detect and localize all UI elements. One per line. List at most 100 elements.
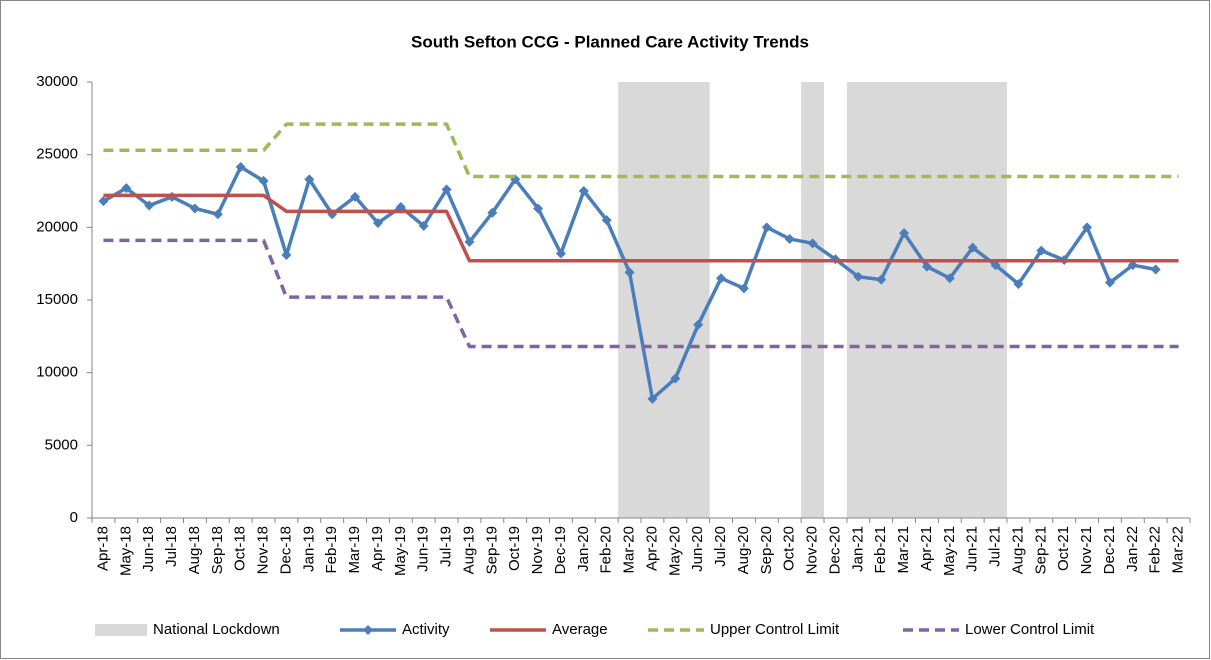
x-tick-label: Dec-20 bbox=[826, 526, 843, 574]
series-marker bbox=[716, 273, 727, 284]
x-tick-label: Sep-18 bbox=[209, 526, 226, 574]
legend-label: Lower Control Limit bbox=[965, 621, 1095, 638]
x-tick-label: Oct-20 bbox=[781, 526, 798, 571]
x-tick-label: Nov-21 bbox=[1078, 526, 1095, 574]
series-marker bbox=[441, 184, 452, 195]
series-marker bbox=[1104, 277, 1115, 288]
series-marker bbox=[1082, 222, 1093, 233]
series-marker bbox=[395, 201, 406, 212]
x-tick-label: Sep-20 bbox=[758, 526, 775, 574]
series-marker bbox=[98, 196, 109, 207]
x-tick-label: Sep-19 bbox=[483, 526, 500, 574]
series-marker bbox=[281, 249, 292, 260]
x-tick-label: Feb-22 bbox=[1147, 526, 1164, 574]
series-marker bbox=[784, 233, 795, 244]
legend-marker bbox=[363, 625, 373, 635]
legend-label: Activity bbox=[402, 621, 450, 638]
x-tick-label: Aug-18 bbox=[186, 526, 203, 574]
x-tick-label: Jan-22 bbox=[1124, 526, 1141, 572]
series-line bbox=[103, 238, 1179, 349]
x-tick-label: Apr-19 bbox=[369, 526, 386, 571]
x-tick-label: Jul-21 bbox=[987, 526, 1004, 567]
x-tick-label: Jul-18 bbox=[163, 526, 180, 567]
lockdown-band bbox=[801, 82, 824, 518]
x-tick-label: Oct-18 bbox=[232, 526, 249, 571]
series-marker bbox=[670, 373, 681, 384]
series-marker bbox=[212, 209, 223, 220]
x-tick-label: Nov-18 bbox=[255, 526, 272, 574]
x-tick-label: Jan-21 bbox=[849, 526, 866, 572]
series-marker bbox=[921, 261, 932, 272]
x-tick-label: Oct-19 bbox=[506, 526, 523, 571]
series-marker bbox=[555, 248, 566, 259]
series-marker bbox=[853, 271, 864, 282]
lockdown-band bbox=[846, 82, 1007, 518]
x-tick-label: Mar-22 bbox=[1170, 526, 1187, 574]
y-tick-label: 30000 bbox=[36, 73, 78, 90]
x-tick-label: Apr-20 bbox=[643, 526, 660, 571]
x-tick-label: Feb-19 bbox=[323, 526, 340, 574]
lockdown-band bbox=[618, 82, 710, 518]
series-marker bbox=[601, 215, 612, 226]
x-tick-label: May-21 bbox=[941, 526, 958, 576]
y-tick-label: 15000 bbox=[36, 291, 78, 308]
x-tick-label: Jun-18 bbox=[140, 526, 157, 572]
x-tick-label: Dec-18 bbox=[277, 526, 294, 574]
x-tick-label: Jun-21 bbox=[964, 526, 981, 572]
series-line bbox=[103, 193, 1179, 263]
series-marker bbox=[533, 203, 544, 214]
x-tick-label: Jun-20 bbox=[689, 526, 706, 572]
series-marker bbox=[944, 273, 955, 284]
series-marker bbox=[990, 260, 1001, 271]
series-line bbox=[103, 122, 1179, 179]
x-tick-label: Feb-20 bbox=[598, 526, 615, 574]
legend-label: National Lockdown bbox=[153, 621, 280, 638]
series-marker bbox=[258, 175, 269, 186]
series-marker bbox=[738, 283, 749, 294]
x-tick-label: Dec-19 bbox=[552, 526, 569, 574]
series-marker bbox=[189, 203, 200, 214]
series-marker bbox=[876, 274, 887, 285]
y-tick-label: 20000 bbox=[36, 218, 78, 235]
series-marker bbox=[235, 162, 246, 173]
x-tick-label: Sep-21 bbox=[1032, 526, 1049, 574]
x-tick-label: Oct-21 bbox=[1055, 526, 1072, 571]
x-tick-label: May-20 bbox=[666, 526, 683, 576]
series-marker bbox=[418, 220, 429, 231]
y-tick-label: 25000 bbox=[36, 146, 78, 163]
series-marker bbox=[464, 236, 475, 247]
legend-label: Average bbox=[552, 621, 608, 638]
series-marker bbox=[304, 174, 315, 185]
x-tick-label: Aug-21 bbox=[1009, 526, 1026, 574]
series-marker bbox=[647, 393, 658, 404]
y-tick-label: 0 bbox=[70, 509, 78, 526]
x-tick-label: Aug-20 bbox=[735, 526, 752, 574]
x-tick-label: May-19 bbox=[392, 526, 409, 576]
series-marker bbox=[1127, 260, 1138, 271]
series-marker bbox=[350, 191, 361, 202]
series-marker bbox=[761, 222, 772, 233]
series-marker bbox=[578, 186, 589, 196]
x-tick-label: Nov-20 bbox=[804, 526, 821, 574]
x-tick-label: Mar-20 bbox=[621, 526, 638, 574]
series-marker bbox=[144, 200, 155, 211]
x-tick-label: Apr-18 bbox=[94, 526, 111, 571]
x-tick-label: Nov-19 bbox=[529, 526, 546, 574]
x-tick-label: Jul-20 bbox=[712, 526, 729, 567]
series-marker bbox=[967, 242, 978, 253]
x-tick-label: Jan-20 bbox=[575, 526, 592, 572]
x-tick-label: Mar-19 bbox=[346, 526, 363, 574]
series-marker bbox=[372, 217, 383, 228]
x-tick-label: Jul-19 bbox=[438, 526, 455, 567]
legend-label: Upper Control Limit bbox=[710, 621, 840, 638]
x-tick-label: Feb-21 bbox=[872, 526, 889, 574]
series-marker bbox=[899, 228, 910, 239]
series-marker bbox=[1150, 264, 1161, 275]
y-tick-label: 5000 bbox=[45, 436, 78, 453]
x-tick-label: Dec-21 bbox=[1101, 526, 1118, 574]
x-tick-label: May-18 bbox=[117, 526, 134, 576]
series-marker bbox=[121, 183, 132, 194]
legend-swatch bbox=[95, 624, 147, 636]
